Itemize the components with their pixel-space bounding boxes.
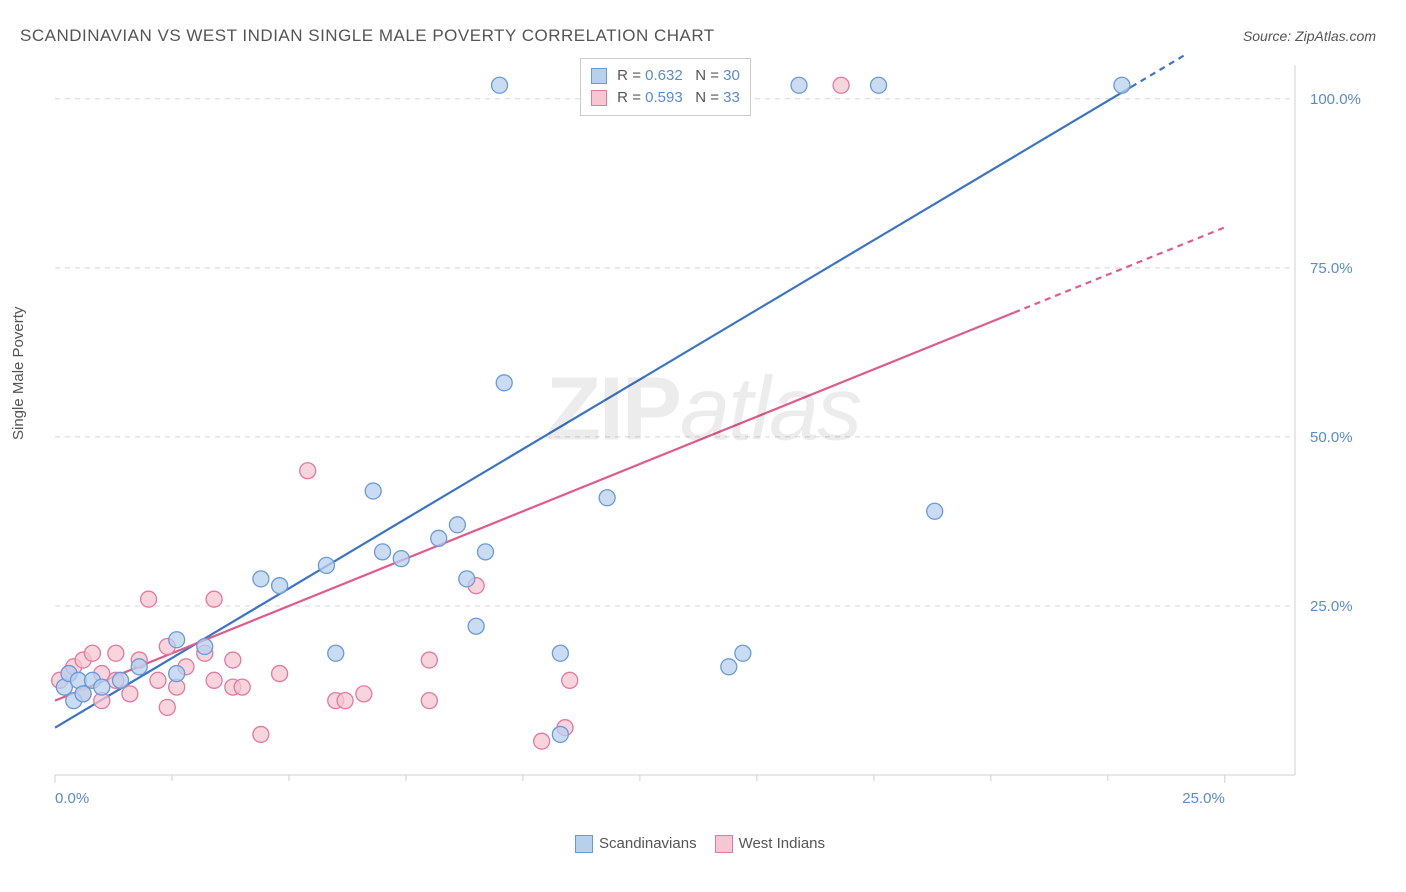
source-link[interactable]: ZipAtlas.com — [1295, 28, 1376, 44]
chart-title: SCANDINAVIAN VS WEST INDIAN SINGLE MALE … — [20, 26, 715, 46]
svg-text:25.0%: 25.0% — [1182, 790, 1225, 807]
svg-text:0.0%: 0.0% — [55, 790, 89, 807]
source-label: Source: — [1243, 28, 1291, 44]
series-legend-item-2: West Indians — [715, 835, 825, 853]
series-legend: Scandinavians West Indians — [575, 835, 825, 853]
stats-row-1: R = 0.632 N = 30 — [591, 65, 740, 87]
svg-text:100.0%: 100.0% — [1310, 91, 1361, 108]
svg-text:75.0%: 75.0% — [1310, 260, 1353, 277]
stats-legend: R = 0.632 N = 30 R = 0.593 N = 33 — [580, 58, 751, 116]
scatter-chart: 25.0% 50.0% 75.0% 100.0% 0.0% 25.0% — [45, 55, 1375, 825]
svg-text:25.0%: 25.0% — [1310, 598, 1353, 615]
source-credit: Source: ZipAtlas.com — [1243, 28, 1376, 44]
legend-square-west-indians — [715, 835, 733, 853]
legend-square-scandinavians — [575, 835, 593, 853]
svg-text:50.0%: 50.0% — [1310, 429, 1353, 446]
legend-swatch-scandinavians — [591, 68, 607, 84]
y-axis-label: Single Male Poverty — [10, 307, 27, 440]
series-legend-item-1: Scandinavians — [575, 835, 697, 853]
legend-swatch-west-indians — [591, 90, 607, 106]
stats-row-2: R = 0.593 N = 33 — [591, 87, 740, 109]
